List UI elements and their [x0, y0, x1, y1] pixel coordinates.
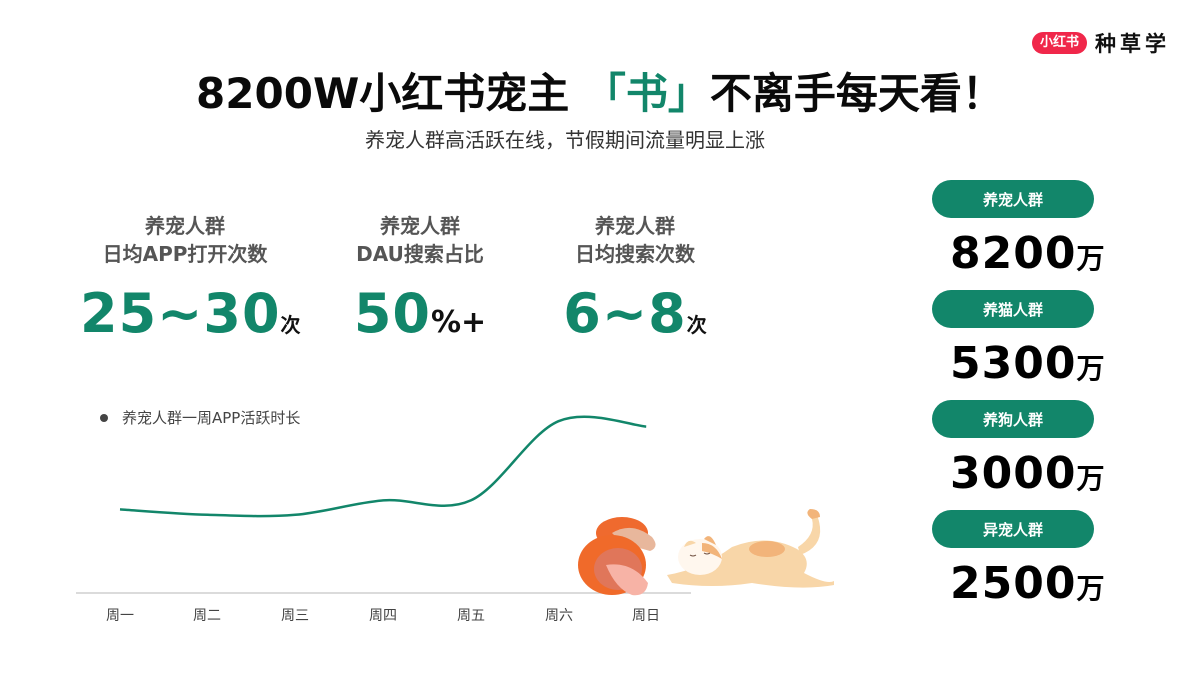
group-label-pill: 养猫人群	[932, 290, 1094, 328]
group-unit: 万	[1076, 462, 1105, 495]
x-tick-label: 周六	[545, 608, 573, 624]
cat-and-slippers-illustration	[578, 509, 834, 596]
pet-group-list: 养宠人群 8200万 养猫人群 5300万 养狗人群 3000万 异宠人群 25…	[932, 180, 1104, 620]
stat-label: 养宠人群	[595, 214, 675, 238]
stat-unit: %+	[430, 305, 487, 340]
slippers-icon	[578, 517, 656, 596]
group-unit: 万	[1076, 572, 1105, 605]
stat-value: 6~8	[563, 282, 687, 345]
stat-label: 养宠人群	[380, 214, 460, 238]
x-tick-label: 周五	[457, 608, 485, 624]
line-chart-plot	[76, 415, 691, 594]
stat-daily-searches: 养宠人群 日均搜索次数 6~8次	[540, 212, 730, 345]
page-title: 8200W小红书宠主 「书」不离手每天看！	[0, 60, 1200, 121]
group-exotic-pet-owners: 异宠人群 2500万	[932, 510, 1104, 620]
stat-value: 50	[353, 282, 431, 345]
page-subtitle: 养宠人群高活跃在线，节假期间流量明显上涨	[365, 128, 765, 152]
stat-unit: 次	[686, 313, 707, 337]
group-unit: 万	[1076, 352, 1105, 385]
legend-dot-icon	[100, 413, 108, 422]
stat-value: 25~30	[80, 282, 281, 345]
group-value: 5300	[950, 338, 1077, 389]
x-tick-label: 周三	[281, 608, 309, 624]
group-value: 8200	[950, 228, 1077, 279]
x-tick-label: 周四	[369, 608, 397, 624]
x-axis-labels: 周一 周二 周三 周四 周五 周六 周日	[76, 605, 696, 625]
legend-label: 养宠人群一周APP活跃时长	[122, 409, 301, 427]
stat-dau-search-share: 养宠人群 DAU搜索占比 50%+	[325, 212, 515, 345]
group-label-pill: 养狗人群	[932, 400, 1094, 438]
brand-logo: 小红书 种草学	[1031, 28, 1170, 58]
stat-label: 养宠人群	[145, 214, 225, 238]
sleeping-cat-icon	[667, 509, 834, 588]
title-accent: 「书」	[583, 69, 710, 118]
group-pet-owners: 养宠人群 8200万	[932, 180, 1104, 290]
x-tick-label: 周日	[632, 608, 660, 624]
stat-label: 日均APP打开次数	[102, 242, 268, 266]
x-tick-label: 周一	[106, 608, 134, 624]
title-prefix: 8200W小红书宠主	[196, 69, 584, 118]
group-value: 2500	[950, 558, 1077, 609]
group-cat-owners: 养猫人群 5300万	[932, 290, 1104, 400]
title-suffix: 不离手每天看！	[709, 69, 1004, 118]
x-tick-label: 周二	[193, 608, 221, 624]
brand-name: 种草学	[1095, 32, 1170, 56]
group-unit: 万	[1076, 242, 1105, 275]
stat-unit: 次	[280, 313, 301, 337]
stat-label: DAU搜索占比	[356, 242, 484, 266]
chart-legend: 养宠人群一周APP活跃时长	[100, 407, 300, 428]
stat-app-opens: 养宠人群 日均APP打开次数 25~30次	[80, 212, 301, 345]
series-line	[119, 415, 647, 518]
stat-label: 日均搜索次数	[575, 242, 695, 266]
group-value: 3000	[950, 448, 1077, 499]
group-dog-owners: 养狗人群 3000万	[932, 400, 1104, 510]
group-label-pill: 养宠人群	[932, 180, 1094, 218]
group-label-pill: 异宠人群	[932, 510, 1094, 548]
xiaohongshu-badge: 小红书	[1031, 32, 1087, 54]
weekly-activity-chart: 养宠人群一周APP活跃时长 周一 周二 周三 周四 周五 周六 周日	[76, 395, 696, 635]
